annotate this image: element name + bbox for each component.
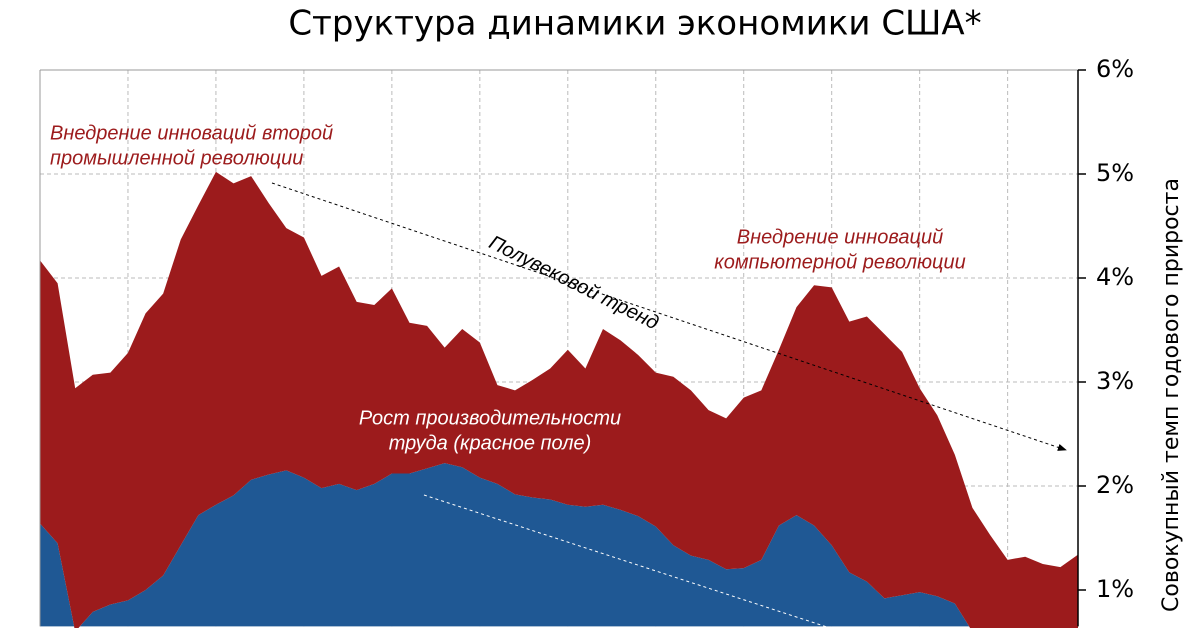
annotation: труда (красное поле) bbox=[389, 432, 592, 454]
y-tick-label: 1% bbox=[1096, 575, 1134, 603]
annotation: промышленной революции bbox=[50, 147, 303, 169]
annotation: Полувековой тренд bbox=[485, 232, 662, 335]
area bbox=[40, 463, 1078, 628]
annotation: Рост производительности bbox=[359, 407, 621, 429]
trend-arrow bbox=[271, 182, 1067, 451]
y-tick-label: 2% bbox=[1096, 471, 1134, 499]
y-tick-label: 6% bbox=[1096, 55, 1134, 83]
annotation: Внедрение инноваций bbox=[737, 226, 943, 248]
y-tick-label: 4% bbox=[1096, 263, 1134, 291]
annotation: Внедрение инноваций второй bbox=[50, 122, 333, 144]
y-tick-label: 3% bbox=[1096, 367, 1134, 395]
y-tick-label: 5% bbox=[1096, 159, 1134, 187]
area bbox=[40, 171, 1078, 628]
y-axis-label: Совокупный темп годового прироста bbox=[1159, 178, 1184, 612]
trend-line bbox=[423, 494, 831, 628]
chart-title: Структура динамики экономики США* bbox=[288, 4, 981, 44]
annotation: компьютерной революции bbox=[714, 251, 965, 273]
